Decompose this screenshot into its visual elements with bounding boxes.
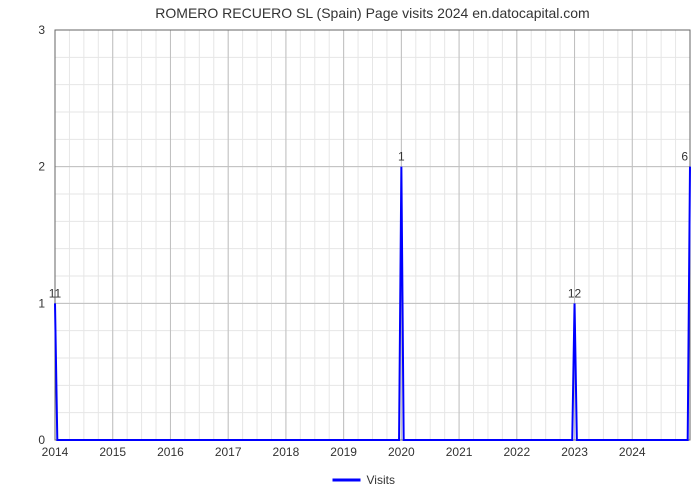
x-tick-label: 2014 — [42, 445, 69, 459]
value-label: 11 — [49, 286, 62, 300]
y-tick-label: 1 — [38, 296, 45, 310]
x-tick-label: 2017 — [215, 445, 242, 459]
x-tick-label: 2019 — [330, 445, 357, 459]
x-tick-label: 2018 — [273, 445, 300, 459]
chart-title: ROMERO RECUERO SL (Spain) Page visits 20… — [155, 5, 589, 21]
y-tick-label: 0 — [38, 433, 45, 447]
x-tick-label: 2015 — [99, 445, 126, 459]
legend-label: Visits — [367, 473, 395, 487]
y-tick-label: 3 — [38, 23, 45, 37]
x-tick-label: 2022 — [503, 445, 530, 459]
page-visits-chart: 2014201520162017201820192020202120222023… — [0, 0, 700, 500]
x-tick-label: 2024 — [619, 445, 646, 459]
value-label: 12 — [568, 286, 582, 300]
value-label: 1 — [398, 150, 405, 164]
x-tick-label: 2016 — [157, 445, 184, 459]
x-tick-label: 2023 — [561, 445, 588, 459]
value-label: 6 — [681, 150, 688, 164]
y-tick-label: 2 — [38, 160, 45, 174]
x-tick-label: 2021 — [446, 445, 473, 459]
x-tick-label: 2020 — [388, 445, 415, 459]
